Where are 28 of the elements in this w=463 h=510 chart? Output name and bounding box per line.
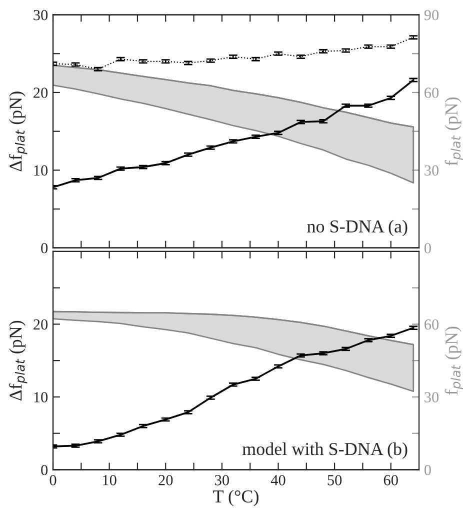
y2-tick-label: 30 [424,392,439,402]
y-axis-title: Δf$_{plat}$ (pN) [8,92,28,172]
y-tick-label: 0 [41,464,48,476]
y2-tick-label: 60 [424,88,439,98]
annotation: no S-DNA (a) [307,220,408,236]
x-tick-label: 60 [384,475,398,486]
y2-tick-label: 30 [424,165,439,176]
y2-axis-title: f$_{plat}$ (pN) [444,326,463,395]
x-tick-label: 30 [215,475,229,486]
annotation: model with S-DNA (b) [242,442,408,459]
y2-axis-title: f$_{plat}$ (pN) [444,97,463,166]
y-tick-label: 10 [34,165,48,176]
x-tick-label: 50 [328,475,342,486]
x-tick-label: 20 [158,475,173,486]
y-tick-label: 20 [34,319,48,330]
y2-tick-label: 90 [424,10,439,20]
y2-tick-label: 60 [424,319,439,330]
y-tick-label: 0 [41,243,48,254]
x-tick-label: 10 [103,475,116,486]
y2-tick-label: 0 [424,464,431,476]
y-tick-label: 10 [34,392,48,402]
y-tick-label: 20 [34,88,48,98]
x-axis-title: T (°C) [213,490,258,506]
x-tick-label: 0 [50,475,56,486]
y2-tick-label: 0 [424,243,431,254]
y-tick-label: 30 [34,10,48,20]
x-tick-label: 40 [270,475,286,486]
y-axis-title: Δf$_{plat}$ (pN) [8,320,28,401]
